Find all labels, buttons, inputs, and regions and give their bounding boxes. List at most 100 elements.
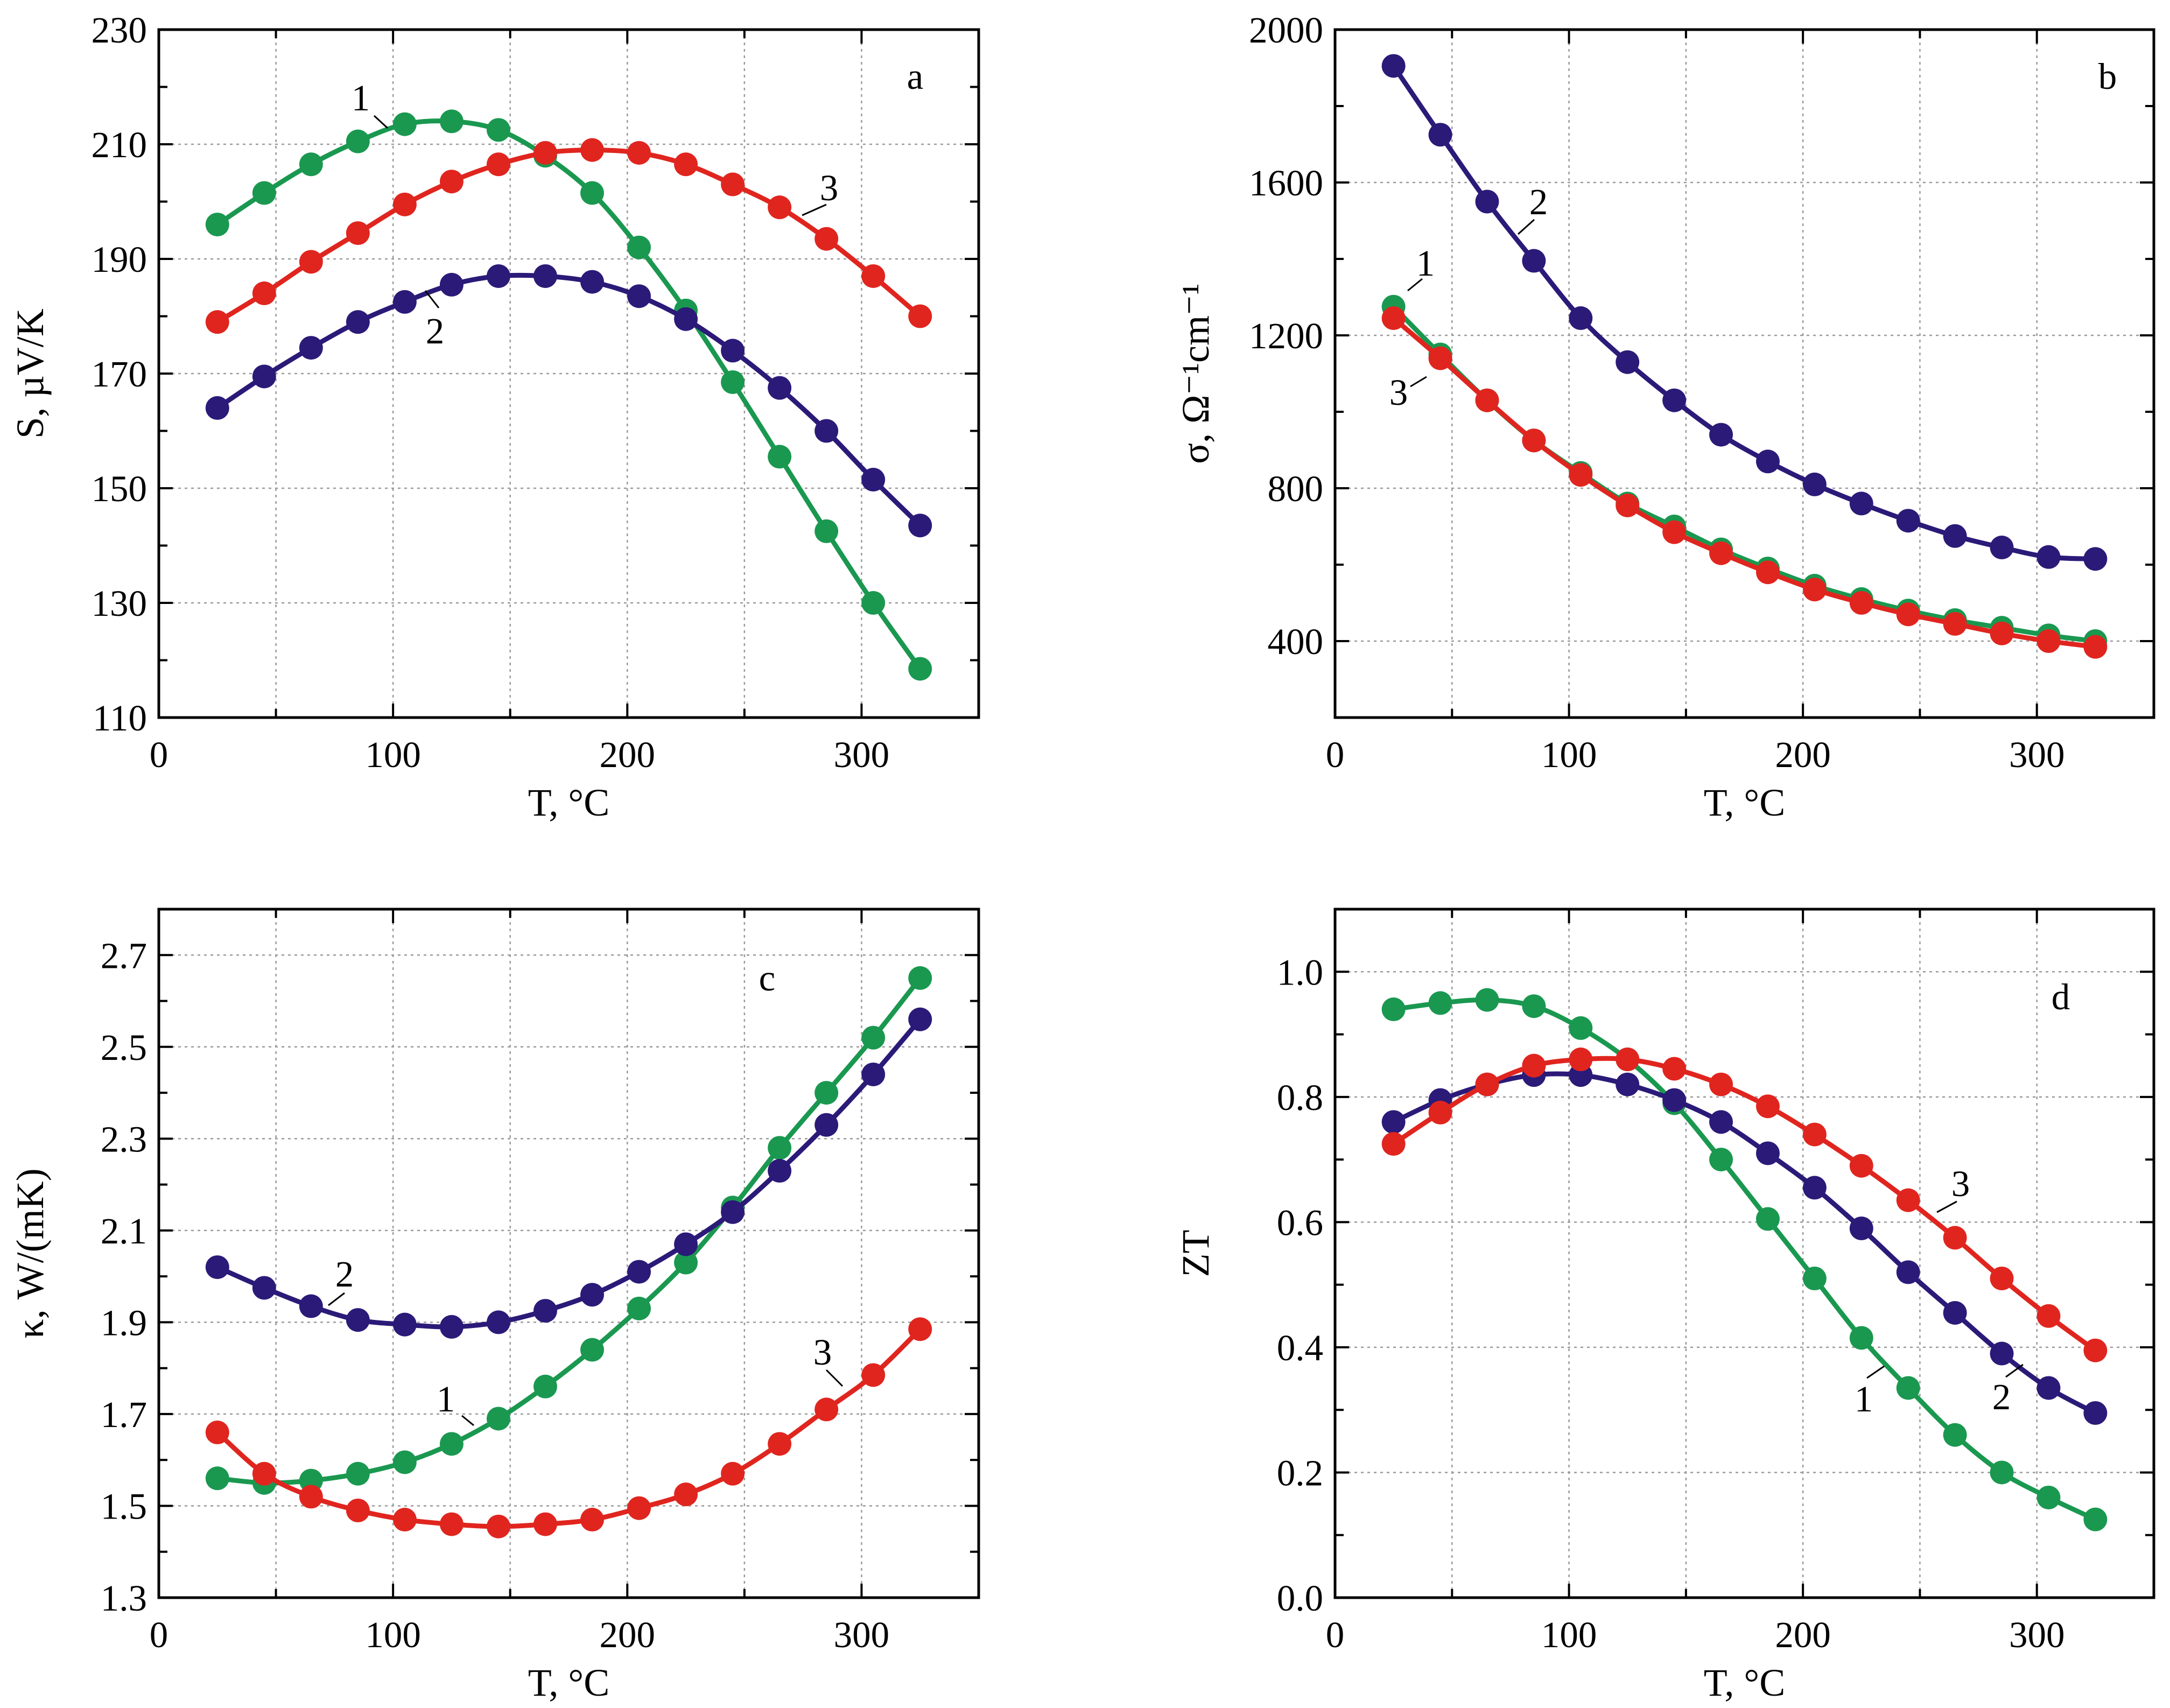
data-point [1897, 509, 1920, 532]
y-tick-label: 1.5 [101, 1486, 147, 1527]
data-point [674, 1232, 698, 1256]
x-tick-label: 0 [150, 734, 168, 775]
y-axis-title: κ, W/(mK) [9, 1168, 52, 1338]
data-point [1382, 1132, 1406, 1156]
data-point [206, 396, 229, 420]
curve-label: 1 [1416, 243, 1435, 284]
x-axis-title: T, °C [1704, 1661, 1785, 1704]
curve-label: 1 [437, 1379, 455, 1419]
x-tick-label: 0 [1326, 734, 1345, 775]
data-point [721, 173, 745, 196]
data-point [580, 181, 604, 205]
data-point [1709, 423, 1733, 447]
series-3: 3 [206, 1317, 932, 1538]
data-point [1475, 190, 1499, 214]
data-point [252, 1462, 276, 1486]
data-point [299, 152, 323, 176]
data-point [299, 1295, 323, 1318]
data-point [2083, 1401, 2107, 1425]
data-point [1803, 1267, 1827, 1290]
data-point [627, 1496, 651, 1520]
data-point [814, 519, 838, 543]
data-point [1756, 449, 1780, 473]
panel-letter: a [907, 56, 924, 97]
data-point [346, 1462, 370, 1486]
data-point [1569, 1016, 1592, 1040]
plot-frame [159, 909, 979, 1598]
y-axis-title: ZT [1174, 1230, 1217, 1277]
data-point [674, 152, 698, 176]
y-tick-label: 2.7 [101, 935, 147, 976]
data-point [346, 310, 370, 334]
y-tick-label: 0.0 [1277, 1578, 1323, 1619]
data-point [1382, 1110, 1406, 1134]
series-1: 1 [1382, 988, 2108, 1531]
grid [1335, 909, 2154, 1598]
data-point [2083, 635, 2107, 659]
curve-label-leader [374, 116, 388, 128]
curve-label-leader [1410, 377, 1427, 386]
data-point [861, 1363, 885, 1387]
data-point [299, 1485, 323, 1508]
data-point [627, 1260, 651, 1284]
data-point [206, 1421, 229, 1444]
data-point [1429, 123, 1452, 146]
data-point [252, 364, 276, 388]
x-tick-label: 100 [365, 1614, 421, 1655]
data-point [206, 213, 229, 236]
curve-label: 2 [335, 1254, 354, 1295]
data-point [1522, 428, 1546, 452]
data-point [861, 1026, 885, 1050]
y-tick-label: 150 [92, 468, 148, 509]
data-point [1850, 1154, 1873, 1178]
data-point [768, 1159, 791, 1183]
curve-label: 1 [1855, 1379, 1873, 1419]
data-point [1569, 1048, 1592, 1071]
data-point [1382, 306, 1406, 330]
data-point [908, 514, 932, 537]
data-point [487, 118, 510, 142]
data-point [346, 221, 370, 245]
data-point [299, 250, 323, 273]
data-point [346, 1308, 370, 1332]
data-point [1756, 1094, 1780, 1118]
data-point [440, 1432, 464, 1456]
panel-letter: c [759, 958, 776, 999]
data-point [580, 1338, 604, 1362]
panel-letter: d [2052, 976, 2070, 1017]
series-line [1394, 318, 2096, 647]
y-tick-label: 1.7 [101, 1394, 147, 1435]
series-2: 2 [1382, 54, 2108, 571]
y-tick-label: 0.8 [1277, 1077, 1323, 1118]
data-point [1943, 524, 1967, 548]
data-point [580, 1508, 604, 1531]
y-tick-label: 230 [92, 10, 148, 51]
data-point [814, 1113, 838, 1137]
figure: 0 100 200 300110130150170190210230T, °CS, µ… [0, 0, 2170, 1708]
y-tick-label: 0.4 [1277, 1327, 1323, 1368]
data-point [1897, 1376, 1920, 1400]
data-point [440, 273, 464, 297]
y-axis-title: σ, Ω⁻¹cm⁻¹ [1174, 283, 1217, 463]
data-point [2083, 1339, 2107, 1362]
y-tick-label: 400 [1268, 621, 1324, 662]
data-point [1382, 997, 1406, 1021]
data-point [393, 1508, 417, 1531]
series-line [1394, 1058, 2096, 1350]
plot-frame [1335, 909, 2154, 1598]
data-point [861, 468, 885, 491]
data-point [1662, 389, 1686, 412]
data-point [814, 419, 838, 443]
data-point [908, 966, 932, 990]
x-tick-label: 200 [600, 734, 656, 775]
y-tick-label: 190 [92, 239, 148, 280]
series-line [217, 150, 920, 322]
y-tick-label: 110 [93, 698, 147, 739]
data-point [440, 1315, 464, 1339]
data-point [580, 138, 604, 162]
y-tick-label: 210 [92, 124, 148, 165]
data-point [533, 1299, 557, 1323]
y-tick-label: 0.2 [1277, 1452, 1323, 1493]
data-point [1709, 1148, 1733, 1171]
data-point [627, 284, 651, 308]
